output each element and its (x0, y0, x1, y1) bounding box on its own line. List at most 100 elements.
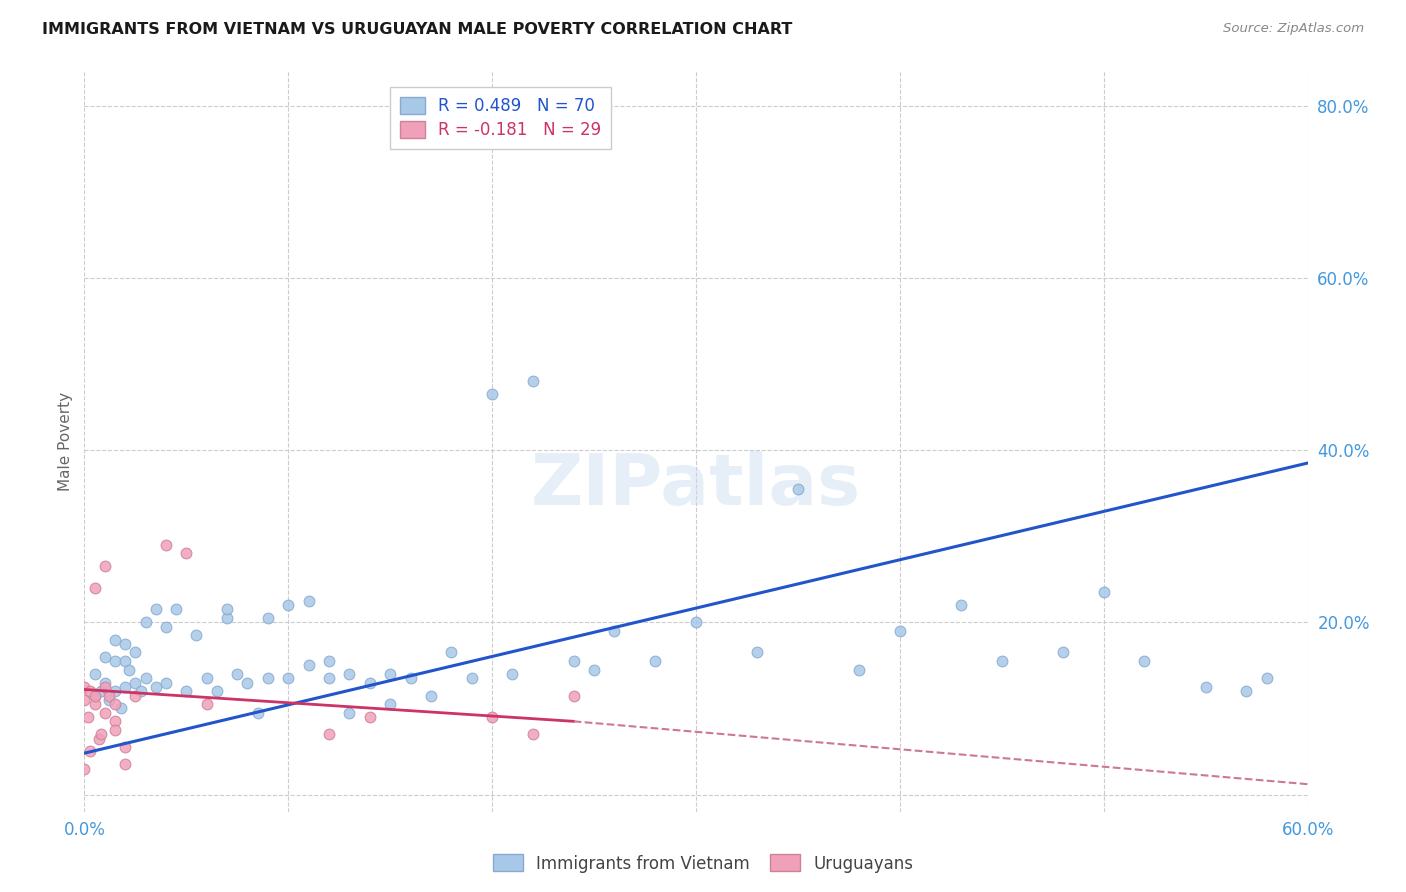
Point (104, 654, 127, 668)
Point (131, 684, 153, 698)
Point (217, 611, 239, 625)
Point (603, 624, 626, 638)
Point (889, 624, 911, 638)
Point (114, 757, 136, 772)
Point (246, 706, 269, 720)
Point (277, 671, 299, 685)
Point (118, 663, 141, 677)
Point (155, 675, 177, 690)
Point (104, 714, 127, 729)
Point (461, 671, 484, 685)
Point (135, 615, 157, 630)
Point (440, 645, 463, 659)
Point (104, 697, 127, 711)
Point (110, 701, 132, 715)
Point (135, 671, 157, 685)
Legend: Immigrants from Vietnam, Uruguayans: Immigrants from Vietnam, Uruguayans (486, 847, 920, 880)
Point (991, 654, 1014, 668)
Point (93, 559, 115, 574)
Point (380, 667, 402, 681)
Point (1052, 645, 1074, 659)
Point (114, 740, 136, 755)
Point (73, 762, 96, 776)
Point (155, 538, 177, 552)
Point (787, 482, 810, 496)
Point (195, 671, 218, 685)
Point (685, 615, 707, 630)
Point (145, 680, 167, 694)
Point (205, 684, 228, 698)
Point (165, 602, 187, 616)
Point (155, 619, 177, 633)
Point (1195, 680, 1218, 694)
Point (359, 710, 381, 724)
Point (93, 649, 115, 664)
Point (848, 663, 870, 677)
Text: Source: ZipAtlas.com: Source: ZipAtlas.com (1223, 22, 1364, 36)
Point (145, 602, 167, 616)
Point (104, 723, 127, 737)
Point (359, 675, 381, 690)
Point (83, 667, 105, 681)
Text: IMMIGRANTS FROM VIETNAM VS URUGUAYAN MALE POVERTY CORRELATION CHART: IMMIGRANTS FROM VIETNAM VS URUGUAYAN MAL… (42, 22, 793, 37)
Point (481, 387, 503, 401)
Point (77, 710, 100, 724)
Point (79, 684, 101, 698)
Point (747, 645, 769, 659)
Point (562, 689, 585, 703)
Text: ZIPatlas: ZIPatlas (531, 451, 860, 520)
Point (950, 598, 973, 612)
Point (339, 706, 361, 720)
Point (124, 689, 146, 703)
Point (97, 693, 120, 707)
Point (93, 675, 115, 690)
Point (502, 667, 524, 681)
Point (1256, 671, 1278, 685)
Point (318, 671, 340, 685)
Point (562, 654, 585, 668)
Point (380, 697, 402, 711)
Point (114, 654, 136, 668)
Point (83, 689, 105, 703)
Point (298, 594, 321, 608)
Point (318, 654, 340, 668)
Point (114, 637, 136, 651)
Point (104, 632, 127, 647)
Point (87, 731, 110, 746)
Point (298, 658, 321, 673)
Point (174, 684, 197, 698)
Point (522, 374, 544, 388)
Point (522, 727, 544, 741)
Point (93, 706, 115, 720)
Point (1133, 654, 1156, 668)
Point (257, 671, 280, 685)
Point (644, 654, 666, 668)
Point (236, 675, 259, 690)
Point (90, 727, 112, 741)
Point (339, 667, 361, 681)
Point (97, 689, 120, 703)
Point (217, 602, 239, 616)
Point (83, 581, 105, 595)
Point (583, 663, 606, 677)
Point (174, 546, 197, 560)
Point (1236, 684, 1258, 698)
Point (124, 645, 146, 659)
Point (195, 697, 218, 711)
Point (79, 744, 101, 758)
Point (481, 710, 503, 724)
Point (318, 727, 340, 741)
Point (124, 675, 146, 690)
Point (257, 611, 280, 625)
Point (93, 680, 115, 694)
Point (226, 667, 249, 681)
Point (399, 671, 422, 685)
Point (420, 689, 443, 703)
Point (114, 680, 136, 694)
Point (73, 693, 96, 707)
Legend: R = 0.489   N = 70, R = -0.181   N = 29: R = 0.489 N = 70, R = -0.181 N = 29 (389, 87, 612, 149)
Point (83, 697, 105, 711)
Point (1092, 585, 1115, 599)
Point (90, 684, 112, 698)
Point (104, 684, 127, 698)
